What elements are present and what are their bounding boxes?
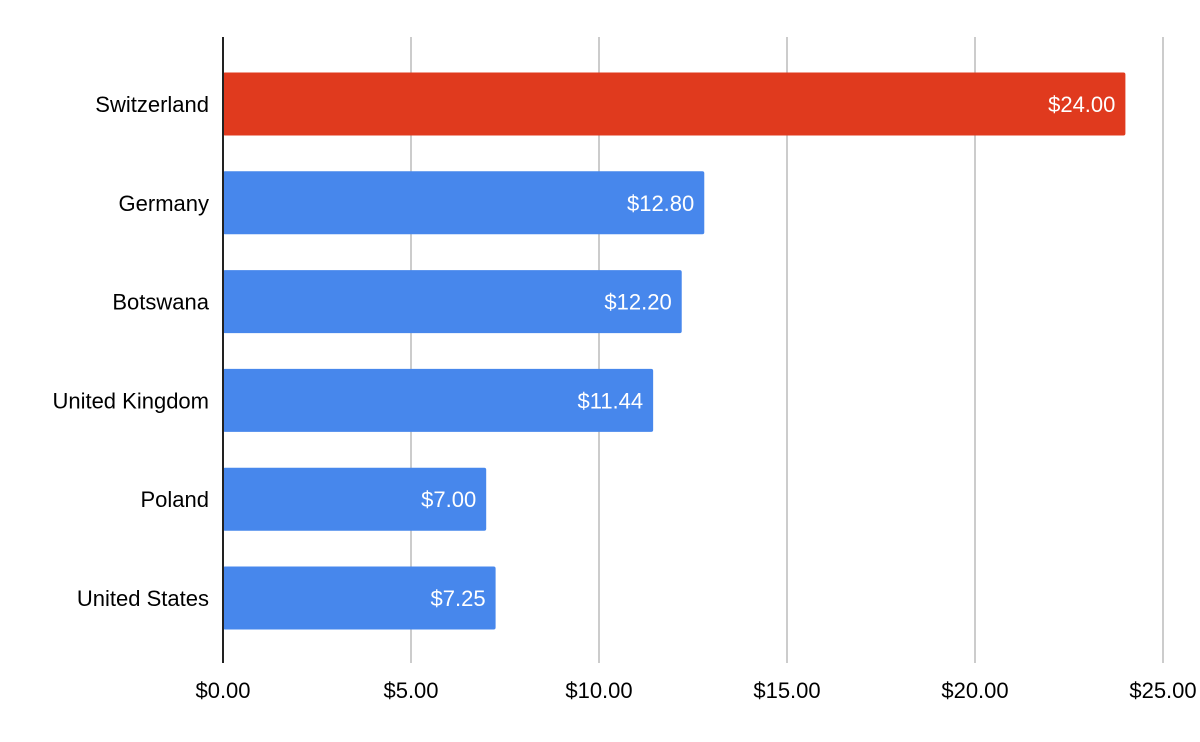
data-label: $12.20 [604, 290, 671, 315]
bars [223, 72, 1126, 630]
data-label: $12.80 [627, 191, 694, 216]
bar [223, 467, 487, 531]
category-label: Botswana [112, 290, 209, 315]
x-tick-label: $15.00 [753, 678, 820, 703]
labels: $0.00 $5.00 $10.00 $15.00 $20.00 $25.00 Switze… [52, 92, 1196, 703]
bar [223, 72, 1126, 136]
bar [223, 566, 496, 630]
bar [223, 368, 654, 432]
data-label: $24.00 [1048, 92, 1115, 117]
x-tick-label: $5.00 [383, 678, 438, 703]
category-label: Switzerland [95, 92, 209, 117]
x-tick-label: $20.00 [941, 678, 1008, 703]
bar [223, 171, 705, 235]
gridlines [410, 37, 1164, 663]
data-label: $7.00 [421, 487, 476, 512]
data-label: $7.25 [431, 586, 486, 611]
x-tick-label: $0.00 [195, 678, 250, 703]
category-label: Poland [140, 487, 209, 512]
category-label: United Kingdom [52, 388, 209, 413]
x-tick-label: $25.00 [1129, 678, 1196, 703]
category-label: Germany [119, 191, 209, 216]
bar [223, 270, 682, 334]
x-tick-label: $10.00 [565, 678, 632, 703]
category-label: United States [77, 586, 209, 611]
data-label: $11.44 [577, 388, 643, 413]
